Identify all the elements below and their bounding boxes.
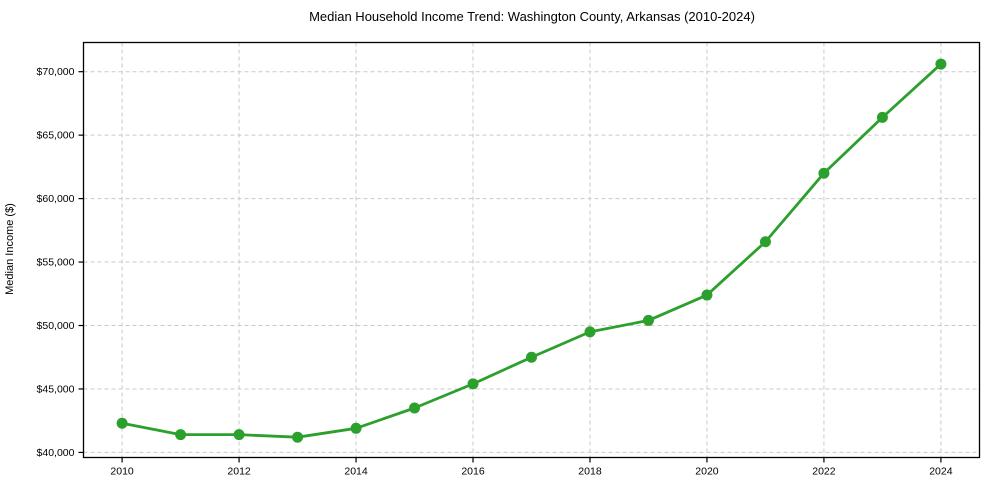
data-point [818, 167, 830, 179]
y-tick-label: $60,000 [37, 193, 75, 205]
data-point [642, 314, 654, 326]
trend-line [120, 62, 943, 439]
data-point [526, 351, 537, 363]
x-tick-label: 2024 [929, 466, 953, 478]
y-tick-label: $50,000 [37, 320, 75, 332]
x-tick-label: 2022 [812, 466, 836, 478]
data-point [467, 378, 479, 390]
x-tick-label: 2016 [461, 466, 485, 478]
data-point [350, 422, 362, 434]
data-point [876, 111, 888, 123]
x-tick-label: 2010 [110, 466, 134, 478]
x-tick-label: 2012 [227, 466, 251, 478]
data-point [701, 289, 713, 301]
x-tick-label: 2020 [695, 466, 719, 478]
data-series-layer [116, 58, 947, 443]
data-point [759, 236, 771, 248]
data-point [116, 417, 128, 429]
x-tick-label: 2014 [344, 466, 368, 478]
y-tick-label: $55,000 [37, 257, 75, 269]
data-point [233, 429, 245, 441]
data-point [584, 326, 596, 338]
data-point [935, 58, 947, 70]
plot-frame [82, 41, 981, 459]
y-tick-label: $65,000 [37, 130, 75, 142]
tick-label-layer: $40,000 $45,000 $50,000 $55,000 $60,000 $65,0… [37, 66, 953, 477]
data-point [292, 431, 304, 443]
axis-layer [78, 41, 981, 463]
data-point [409, 402, 421, 414]
y-tick-label: $70,000 [37, 66, 75, 78]
x-tick-label: 2018 [578, 466, 602, 478]
y-tick-label: $40,000 [37, 447, 75, 459]
y-tick-label: $45,000 [37, 383, 75, 395]
chart-title: Median Household Income Trend: Washingto… [309, 9, 755, 24]
grid-layer [83, 42, 980, 458]
data-point [175, 429, 187, 441]
